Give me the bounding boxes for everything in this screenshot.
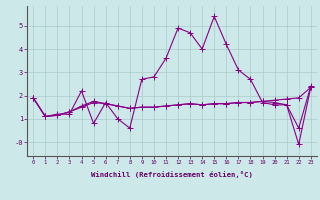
X-axis label: Windchill (Refroidissement éolien,°C): Windchill (Refroidissement éolien,°C) [91, 171, 253, 178]
